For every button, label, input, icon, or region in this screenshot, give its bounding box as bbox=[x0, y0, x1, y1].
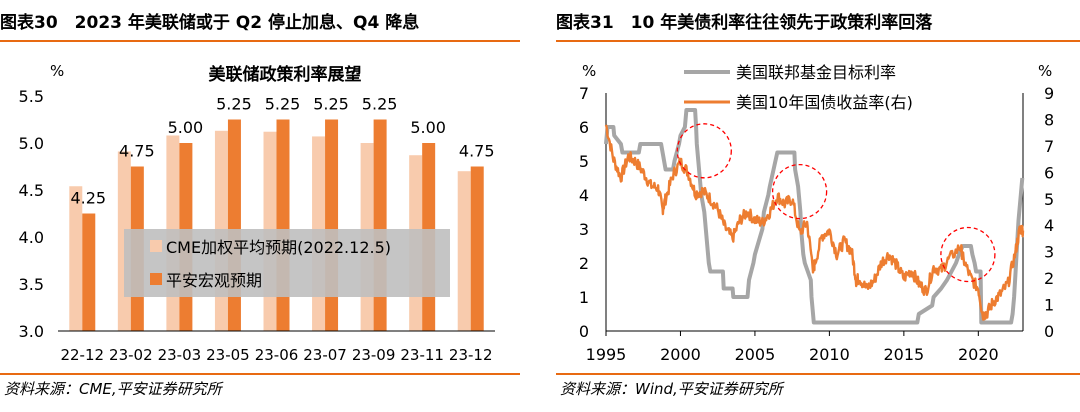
legend-label: 美国联邦基金目标利率 bbox=[736, 63, 896, 82]
highlight-circle bbox=[940, 226, 996, 283]
x-tick-label: 23-09 bbox=[352, 346, 396, 364]
bar-pingan bbox=[276, 119, 290, 331]
bar-pingan bbox=[325, 119, 339, 331]
y-tick-label-left: 3 bbox=[579, 220, 589, 239]
bar-cme bbox=[69, 186, 83, 331]
chart-header: 图表30 2023 年美联储或于 Q2 停止加息、Q4 降息 bbox=[0, 13, 420, 33]
chart-title: 美联储政策利率展望 bbox=[209, 64, 362, 85]
footer-rule bbox=[0, 373, 520, 375]
legend-label: 平安宏观预期 bbox=[166, 271, 262, 290]
y-tick-label-right: 2 bbox=[1044, 269, 1054, 288]
y-tick-label: 3.5 bbox=[19, 275, 44, 294]
series-line-10y-yield bbox=[604, 124, 1025, 321]
y-tick-label-left: 2 bbox=[579, 254, 589, 273]
x-tick-label: 2015 bbox=[883, 345, 924, 364]
legend-swatch-pingan bbox=[150, 273, 162, 285]
x-tick-label: 23-02 bbox=[109, 346, 153, 364]
highlight-circle bbox=[676, 123, 732, 179]
y-tick-label-left: 5 bbox=[579, 152, 589, 171]
data-label: 4.75 bbox=[119, 142, 155, 161]
y-tick-label-left: 0 bbox=[579, 322, 589, 341]
x-tick-label: 1995 bbox=[586, 345, 627, 364]
chart-header: 图表31 10 年美债利率往往领先于政策利率回落 bbox=[556, 13, 933, 33]
series-line-fed-funds bbox=[604, 108, 1025, 325]
source-note: 资料来源：Wind,平安证券研究所 bbox=[560, 380, 783, 398]
y-axis-unit-right: % bbox=[1038, 62, 1052, 80]
x-tick-label: 2020 bbox=[958, 345, 999, 364]
y-tick-label-left: 6 bbox=[579, 118, 589, 137]
data-label: 5.25 bbox=[313, 95, 349, 114]
y-axis-unit: % bbox=[50, 62, 64, 80]
y-tick-label-right: 0 bbox=[1044, 322, 1054, 341]
x-tick-label: 2005 bbox=[735, 345, 776, 364]
legend-box bbox=[124, 229, 450, 297]
data-label: 5.25 bbox=[216, 95, 252, 114]
y-tick-label-right: 1 bbox=[1044, 296, 1054, 315]
y-tick-label-right: 9 bbox=[1044, 84, 1054, 103]
bar-pingan bbox=[82, 213, 96, 331]
left-chart-panel: 图表30 2023 年美联储或于 Q2 停止加息、Q4 降息 % 美联储政策利率展… bbox=[0, 0, 520, 412]
y-tick-label: 5.5 bbox=[19, 87, 44, 106]
y-tick-label: 3.0 bbox=[19, 322, 44, 341]
x-tick-label: 22-12 bbox=[60, 346, 104, 364]
y-tick-label-right: 7 bbox=[1044, 137, 1054, 156]
x-tick-label: 23-12 bbox=[449, 346, 493, 364]
y-tick-label-left: 7 bbox=[579, 84, 589, 103]
y-tick-label: 5.0 bbox=[19, 134, 44, 153]
bar-pingan bbox=[227, 119, 241, 331]
line-chart: % % 0 1 2 3 4 5 6 7 0 1 2 3 4 5 6 7 8 9 1995 2000 2005 2010 2015… bbox=[579, 62, 1054, 364]
right-chart-panel: 图表31 10 年美债利率往往领先于政策利率回落 %% 0 1 2 3 4 5 6 7 0 1 2 3 4… bbox=[556, 0, 1080, 412]
data-label: 4.25 bbox=[70, 189, 106, 208]
x-tick-label: 23-07 bbox=[303, 346, 347, 364]
x-tick-label: 23-06 bbox=[255, 346, 299, 364]
bar-pingan bbox=[373, 119, 387, 331]
data-label: 5.00 bbox=[168, 118, 204, 137]
bar-cme bbox=[457, 171, 471, 331]
header-rule bbox=[556, 40, 1080, 42]
y-tick-label-right: 6 bbox=[1044, 163, 1054, 182]
legend-label: CME加权平均预期(2022.12.5) bbox=[166, 238, 391, 257]
x-tick-label: 2010 bbox=[809, 345, 850, 364]
data-label: 4.75 bbox=[459, 142, 495, 161]
source-note: 资料来源：CME,平安证券研究所 bbox=[4, 380, 222, 398]
y-tick-label-right: 3 bbox=[1044, 243, 1054, 262]
x-tick-label: 23-11 bbox=[400, 346, 444, 364]
y-tick-label-right: 5 bbox=[1044, 190, 1054, 209]
y-axis-unit-left: % bbox=[582, 62, 596, 80]
y-tick-label-right: 8 bbox=[1044, 110, 1054, 129]
data-label: 5.25 bbox=[265, 95, 301, 114]
bar-chart: % 美联储政策利率展望 3.0 3.5 4.0 4.5 5.0 5.5 4.25 22-12 4.7… bbox=[19, 62, 495, 364]
y-tick-label: 4.5 bbox=[19, 181, 44, 200]
legend-swatch-cme bbox=[150, 240, 162, 252]
y-tick-label-left: 4 bbox=[579, 186, 589, 205]
legend-label: 美国10年国债收益率(右) bbox=[736, 93, 913, 112]
bar-pingan bbox=[470, 166, 484, 331]
x-tick-label: 23-05 bbox=[206, 346, 250, 364]
data-label: 5.00 bbox=[410, 118, 446, 137]
header-rule bbox=[0, 40, 520, 42]
highlight-circle bbox=[771, 163, 828, 220]
data-label: 5.25 bbox=[362, 95, 398, 114]
y-tick-label: 4.0 bbox=[19, 228, 44, 247]
x-tick-label: 23-03 bbox=[158, 346, 202, 364]
x-tick-label: 2000 bbox=[660, 345, 701, 364]
footer-rule bbox=[556, 373, 1080, 375]
y-tick-label-right: 4 bbox=[1044, 216, 1054, 235]
y-tick-label-left: 1 bbox=[579, 288, 589, 307]
